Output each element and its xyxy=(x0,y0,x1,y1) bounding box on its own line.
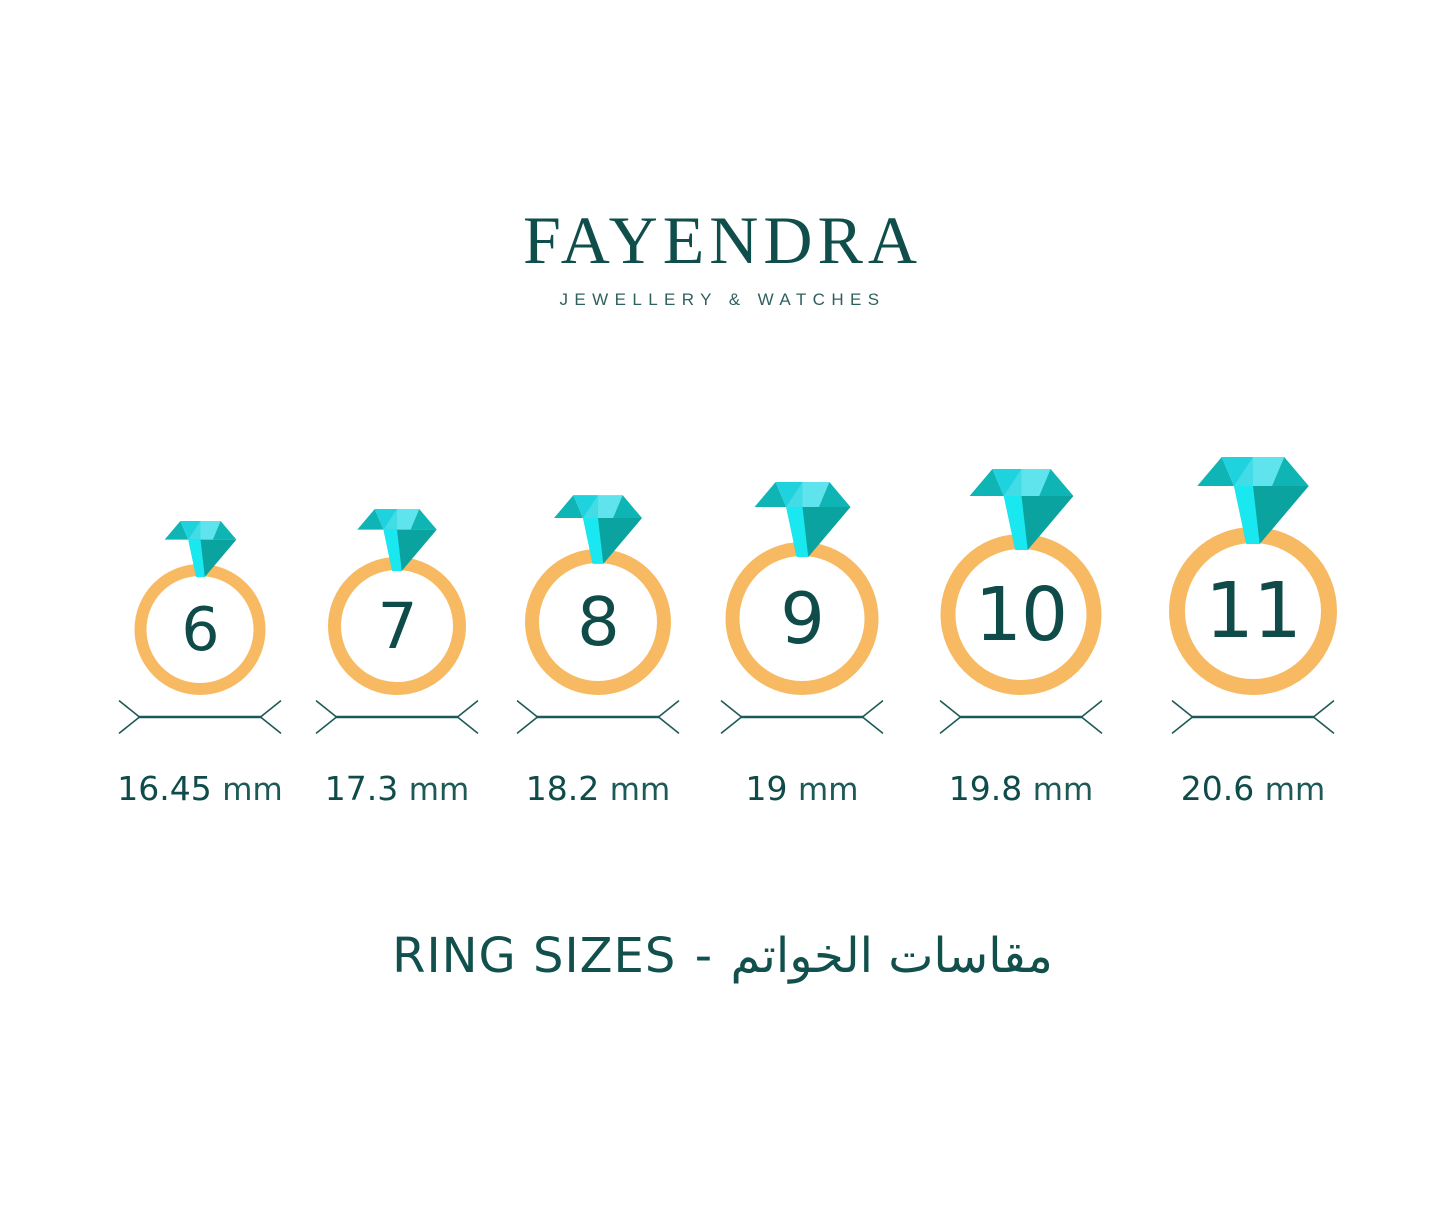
ring-diameter-label: 19 mm xyxy=(746,769,859,810)
ring-diameter-unit: mm xyxy=(798,772,859,808)
ring-size-number: 11 xyxy=(1205,566,1302,656)
ring-diameter-label: 17.3 mm xyxy=(325,769,469,810)
ring-band: 9 xyxy=(725,482,879,695)
diamond-gem-icon xyxy=(1197,457,1309,549)
ring-diameter-unit: mm xyxy=(609,772,671,808)
dimension-arrow-icon xyxy=(720,697,885,742)
chart-title-arabic: مقاسات الخواتم xyxy=(730,928,1053,984)
ring-diameter-value: 19.8 xyxy=(948,769,1023,808)
ring-band: 6 xyxy=(134,521,266,695)
ring-size-item: 8 18.2 mm xyxy=(483,440,713,820)
ring-diameter-value: 18.2 xyxy=(525,769,600,808)
ring-diameter-label: 20.6 mm xyxy=(1181,769,1325,810)
ring-size-item: 9 19 mm xyxy=(687,440,917,820)
ring-size-number: 9 xyxy=(780,577,825,660)
dimension-arrow-icon xyxy=(516,697,681,742)
chart-title-english: RING SIZES xyxy=(392,928,677,984)
chart-title: RING SIZES - مقاسات الخواتم xyxy=(0,925,1445,987)
ring-size-list: 6 16.45 mm 7 17.3 mm 8 18.2 mm 9 19 mm 10 19.8 mm… xyxy=(0,440,1445,820)
diamond-gem-icon xyxy=(554,495,642,569)
ring-illustration: 10 xyxy=(940,469,1102,695)
dimension-arrow-icon xyxy=(939,697,1104,742)
brand-logo: FAYENDRA JEWELLERY & WATCHES xyxy=(0,202,1445,310)
ring-diameter-unit: mm xyxy=(408,772,470,808)
ring-diameter-label: 19.8 mm xyxy=(949,769,1093,810)
ring-diameter-value: 17.3 xyxy=(324,769,399,808)
ring-size-number: 7 xyxy=(377,589,417,663)
ring-diameter-unit: mm xyxy=(1264,772,1326,808)
ring-size-item: 11 20.6 mm xyxy=(1138,440,1368,820)
dimension-arrow-icon xyxy=(118,697,283,742)
ring-diameter-unit: mm xyxy=(222,772,283,808)
ring-band: 8 xyxy=(525,495,671,695)
brand-name: FAYENDRA xyxy=(523,202,922,278)
ring-illustration: 11 xyxy=(1169,457,1337,695)
dimension-arrow-icon xyxy=(315,697,480,742)
diamond-gem-icon xyxy=(969,469,1073,555)
diamond-gem-icon xyxy=(164,521,236,582)
ring-band: 10 xyxy=(940,469,1102,695)
ring-diameter-value: 19 xyxy=(745,769,788,808)
ring-illustration: 9 xyxy=(725,482,879,695)
ring-size-item: 7 17.3 mm xyxy=(282,440,512,820)
ring-size-number: 8 xyxy=(577,582,620,661)
chart-title-separator: - xyxy=(694,928,713,984)
ring-diameter-label: 16.45 mm xyxy=(117,769,282,810)
diamond-gem-icon xyxy=(357,509,437,576)
ring-band: 11 xyxy=(1169,457,1337,695)
ring-diameter-value: 20.6 xyxy=(1180,769,1255,808)
ring-illustration: 6 xyxy=(134,521,266,695)
ring-diameter-value: 16.45 xyxy=(117,769,212,808)
ring-illustration: 7 xyxy=(328,509,466,695)
ring-size-number: 10 xyxy=(974,571,1068,658)
diamond-gem-icon xyxy=(754,482,850,562)
ring-band: 7 xyxy=(328,509,466,695)
ring-size-number: 6 xyxy=(181,594,219,665)
ring-size-item: 6 16.45 mm xyxy=(85,440,315,820)
dimension-arrow-icon xyxy=(1171,697,1336,742)
ring-illustration: 8 xyxy=(525,495,671,695)
ring-diameter-label: 18.2 mm xyxy=(526,769,670,810)
ring-size-item: 10 19.8 mm xyxy=(906,440,1136,820)
ring-diameter-unit: mm xyxy=(1032,772,1094,808)
brand-tagline: JEWELLERY & WATCHES xyxy=(559,290,886,309)
